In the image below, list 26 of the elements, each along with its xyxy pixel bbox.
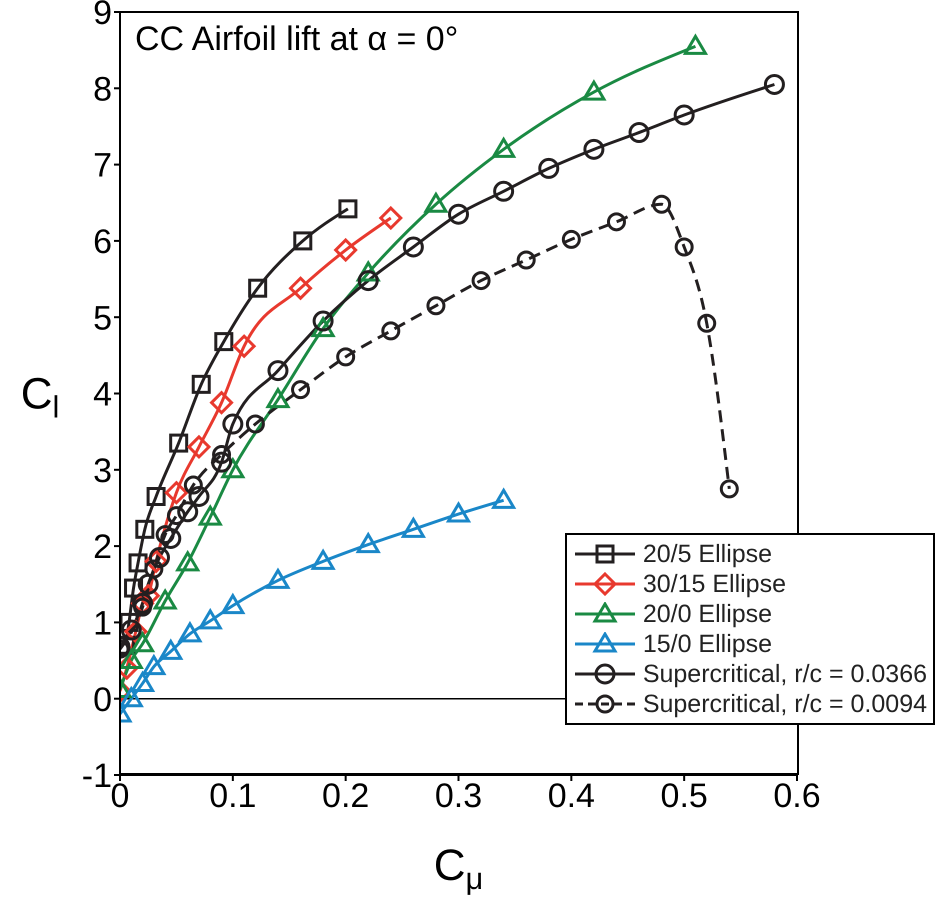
x-tick-label: 0.6 [773,777,821,816]
chart-title: CC Airfoil lift at α = 0° [135,20,458,59]
y-tick-label: 0 [93,680,112,719]
legend-label: 15/0 Ellipse [642,630,772,658]
y-tick-label: 8 [93,70,112,108]
x-tick-label: 0.5 [660,777,708,816]
legend-label: Supercritical, r/c = 0.0366 [642,660,927,688]
x-axis-title: C$_{μ}$ [434,841,484,896]
y-tick-label: -1 [82,757,112,796]
y-tick-label: 2 [93,528,112,566]
x-tick-label: 0.2 [322,777,370,816]
x-tick-label: 0.1 [209,777,256,816]
y-tick-label: 9 [93,0,112,32]
y-axis-title: C$_{l}$ [20,370,60,425]
legend-label: 30/15 Ellipse [642,570,786,598]
y-tick-label: 5 [93,299,112,338]
y-tick-label: 4 [93,376,112,414]
legend-label: Supercritical, r/c = 0.0094 [642,690,927,718]
y-tick-label: 7 [93,146,112,185]
legend-label: 20/5 Ellipse [642,540,772,568]
x-tick-label: 0.4 [548,777,595,816]
legend-label: 20/0 Ellipse [642,600,772,628]
y-tick-label: 1 [93,604,112,642]
x-tick-label: 0.3 [434,777,482,816]
y-tick-label: 3 [93,452,112,490]
y-tick-label: 6 [93,222,112,261]
